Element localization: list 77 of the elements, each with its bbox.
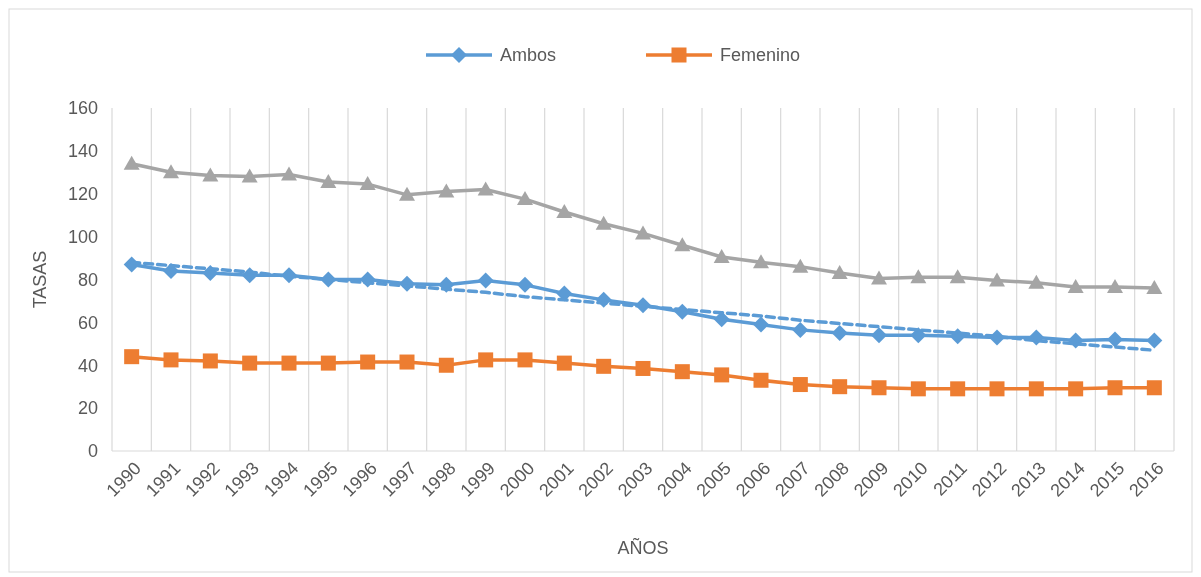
point <box>477 272 494 289</box>
point <box>202 167 219 182</box>
point <box>242 355 258 371</box>
point <box>1068 381 1084 397</box>
point <box>753 254 769 269</box>
point <box>1146 332 1163 349</box>
point <box>1146 280 1163 295</box>
point <box>792 321 809 338</box>
point <box>359 176 376 191</box>
point <box>949 269 966 284</box>
point <box>832 379 848 395</box>
point <box>517 191 533 206</box>
y-tick-label: 160 <box>67 98 98 119</box>
point <box>950 381 966 397</box>
point <box>635 225 651 240</box>
point <box>438 183 455 198</box>
point <box>1107 331 1123 348</box>
point <box>399 354 415 370</box>
y-tick-label: 0 <box>87 441 98 462</box>
point <box>713 248 730 263</box>
point <box>438 357 454 373</box>
x-axis-title: AÑOS <box>617 537 669 558</box>
y-tick-label: 80 <box>77 269 98 290</box>
y-tick-label: 120 <box>67 184 98 205</box>
point <box>320 173 337 188</box>
point <box>674 364 690 380</box>
point <box>1067 279 1084 293</box>
point <box>635 360 651 376</box>
y-tick-label: 140 <box>67 141 98 162</box>
point <box>871 327 887 344</box>
point <box>910 381 926 397</box>
point <box>1146 380 1162 396</box>
point <box>753 316 769 333</box>
point <box>281 355 297 371</box>
point <box>831 265 848 280</box>
point <box>556 355 572 371</box>
point <box>202 353 218 369</box>
legend-label: Ambos <box>500 45 557 66</box>
point <box>320 355 336 371</box>
point <box>713 311 730 328</box>
y-tick-label: 60 <box>77 312 98 333</box>
point <box>595 215 612 230</box>
point <box>989 381 1005 397</box>
point <box>792 258 809 273</box>
point <box>241 168 258 183</box>
point <box>1028 381 1044 397</box>
point <box>399 186 415 201</box>
point <box>871 270 887 285</box>
point <box>871 380 887 396</box>
point <box>792 377 808 393</box>
point <box>556 203 573 218</box>
point <box>1107 279 1123 293</box>
y-tick-label: 40 <box>77 355 98 376</box>
y-axis-title: TASAS <box>30 250 50 309</box>
y-tick-label: 100 <box>67 226 98 247</box>
point <box>753 372 769 388</box>
point <box>124 349 140 365</box>
legend-label: Femenino <box>720 45 801 66</box>
point <box>989 272 1005 287</box>
point <box>123 155 140 170</box>
y-tick-label: 20 <box>77 398 98 419</box>
point <box>1028 274 1045 289</box>
point <box>517 276 533 293</box>
point <box>1107 380 1123 396</box>
point <box>163 352 179 368</box>
point <box>360 354 376 370</box>
point <box>831 325 848 342</box>
point <box>714 367 730 383</box>
point <box>596 358 612 374</box>
point <box>478 352 494 368</box>
point <box>910 269 927 284</box>
point <box>674 237 691 252</box>
point <box>477 181 494 196</box>
point <box>910 327 927 344</box>
point <box>163 164 179 179</box>
point <box>281 166 297 181</box>
point <box>517 352 533 368</box>
